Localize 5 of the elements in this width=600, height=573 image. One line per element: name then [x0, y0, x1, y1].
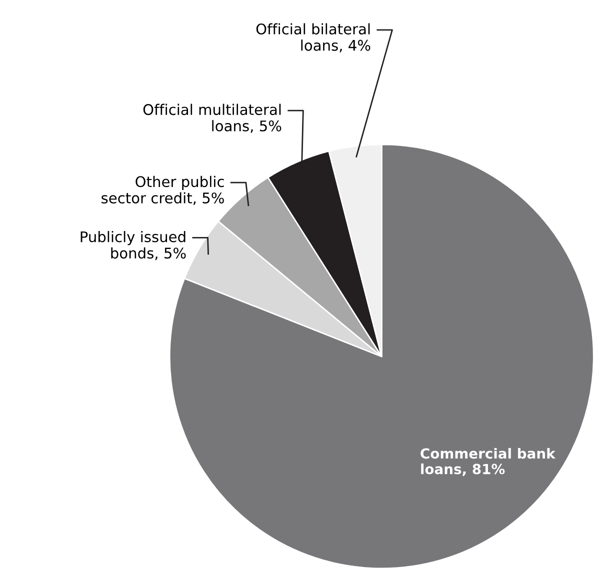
slice-label: Commercial bank loans, 81% [420, 448, 556, 476]
slice-label: Publicly issued bonds, 5% [80, 230, 186, 260]
slice-label: Official multilateral loans, 5% [143, 104, 282, 133]
slice-label: Official bilateral loans, 4% [256, 23, 370, 52]
slice-label: Other public sector credit, 5% [102, 176, 224, 205]
